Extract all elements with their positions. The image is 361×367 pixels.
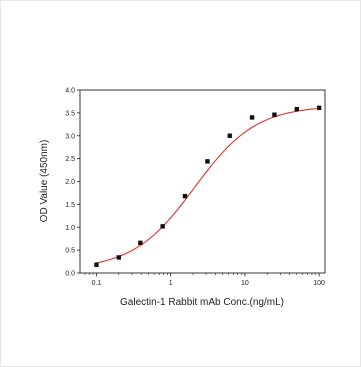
y-axis-ticks: 0.0 0.5 1.0 1.5 2.0 2.5 3.0 3.5 4.0 bbox=[65, 88, 80, 278]
y-tick-label: 1.5 bbox=[65, 202, 75, 209]
data-point bbox=[250, 115, 254, 119]
x-tick-label: 10 bbox=[241, 280, 249, 287]
x-axis-title: Galectin-1 Rabbit mAb Conc.(ng/mL) bbox=[120, 297, 284, 308]
x-tick-label: 1 bbox=[169, 280, 173, 287]
y-tick-label: 0.0 bbox=[65, 271, 75, 278]
fit-curve bbox=[96, 108, 319, 263]
x-axis-ticks: 0.1 1 10 100 bbox=[85, 273, 325, 287]
data-point bbox=[205, 159, 209, 163]
data-points bbox=[94, 106, 321, 267]
y-tick-label: 1.0 bbox=[65, 225, 75, 232]
y-tick-label: 3.5 bbox=[65, 110, 75, 117]
x-tick-label: 100 bbox=[313, 280, 325, 287]
y-tick-label: 4.0 bbox=[65, 88, 75, 95]
y-tick-label: 0.5 bbox=[65, 248, 75, 255]
data-point bbox=[228, 134, 232, 138]
data-point bbox=[317, 106, 321, 110]
y-tick-label: 2.5 bbox=[65, 156, 75, 163]
data-point bbox=[183, 194, 187, 198]
data-point bbox=[138, 241, 142, 245]
x-tick-label: 0.1 bbox=[92, 280, 102, 287]
y-axis-title: OD Value (450nm) bbox=[39, 140, 50, 223]
y-tick-label: 2.0 bbox=[65, 179, 75, 186]
plot-area-frame bbox=[80, 90, 325, 273]
data-point bbox=[295, 107, 299, 111]
data-point bbox=[272, 113, 276, 117]
data-point bbox=[117, 255, 121, 259]
data-point bbox=[94, 263, 98, 267]
y-tick-label: 3.0 bbox=[65, 133, 75, 140]
data-point bbox=[160, 224, 164, 228]
